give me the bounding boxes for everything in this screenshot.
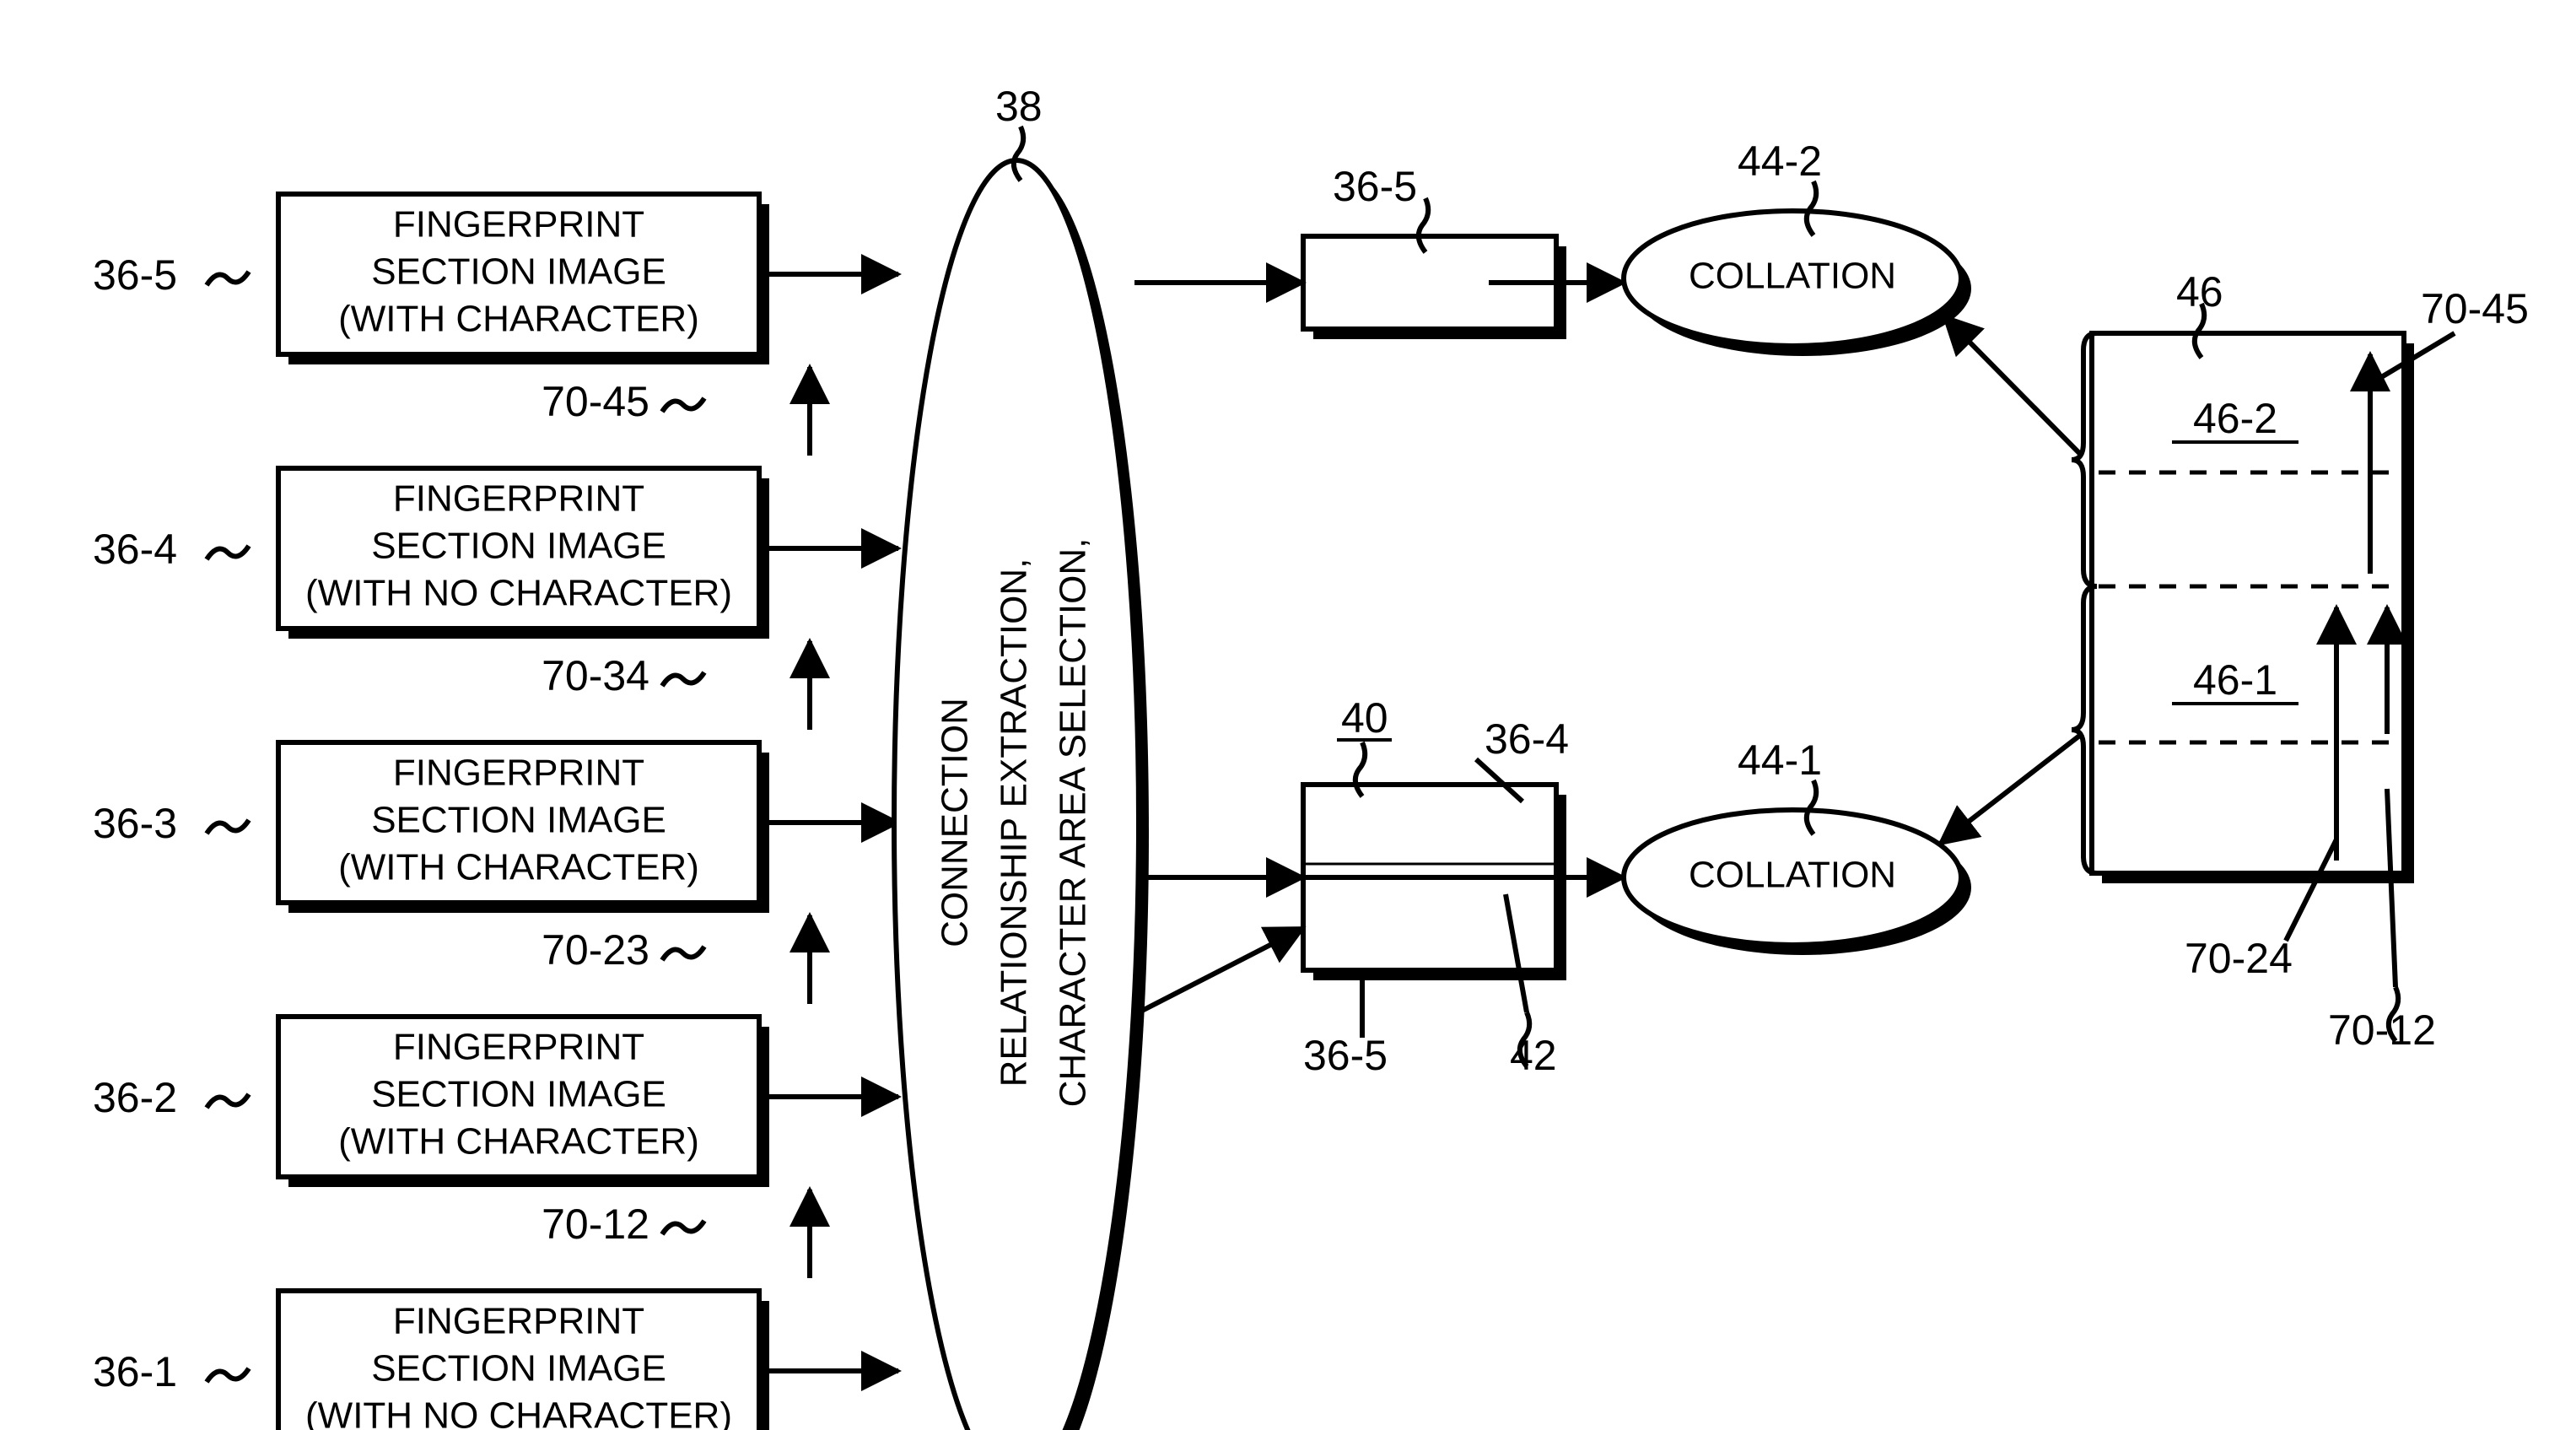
box-text: FINGERPRINT <box>393 204 644 246</box>
ref-label: 36-4 <box>1485 715 1569 763</box>
ref-label: 36-5 <box>93 251 177 299</box>
collation-label: COLLATION <box>1689 855 1896 896</box>
ref-label: 36-5 <box>1303 1032 1388 1079</box>
box-text: (WITH NO CHARACTER) <box>305 1395 732 1430</box>
box-text: SECTION IMAGE <box>371 800 666 841</box>
box-text: (WITH CHARACTER) <box>338 299 699 340</box>
ellipse-text: CONNECTION <box>935 698 976 947</box>
ellipse-text: RELATIONSHIP EXTRACTION, <box>994 559 1035 1087</box>
ref-label: 70-45 <box>2421 285 2529 332</box>
box-text: (WITH NO CHARACTER) <box>305 573 732 614</box>
ref-label: 46-2 <box>2193 395 2277 442</box>
ref-label: 42 <box>1510 1032 1557 1079</box>
ref-label: 46 <box>2176 268 2223 316</box>
ref-label: 46-1 <box>2193 656 2277 704</box>
ref-label: 44-1 <box>1738 737 1822 784</box>
ref-label: 38 <box>995 83 1043 130</box>
ref-label: 70-34 <box>542 652 649 699</box>
box-text: (WITH CHARACTER) <box>338 847 699 888</box>
box-text: SECTION IMAGE <box>371 1074 666 1115</box>
ref-label: 36-4 <box>93 526 177 573</box>
ref-label: 40 <box>1341 694 1388 742</box>
ref-label: 36-5 <box>1333 163 1417 210</box>
box-text: FINGERPRINT <box>393 1027 644 1068</box>
box-text: SECTION IMAGE <box>371 251 666 293</box>
box-text: FINGERPRINT <box>393 753 644 794</box>
ref-label: 44-2 <box>1738 138 1822 185</box>
box-text: SECTION IMAGE <box>371 526 666 567</box>
ref-label: 70-23 <box>542 926 649 974</box>
box-text: FINGERPRINT <box>393 478 644 520</box>
ref-label: 70-45 <box>542 378 649 425</box>
ref-label: 70-24 <box>2185 935 2293 982</box>
ref-label: 36-1 <box>93 1348 177 1395</box>
ellipse-text: CHARACTER AREA SELECTION, <box>1053 538 1094 1108</box>
box-text: (WITH CHARACTER) <box>338 1121 699 1163</box>
box-text: FINGERPRINT <box>393 1301 644 1342</box>
collation-label: COLLATION <box>1689 256 1896 297</box>
ref-label: 70-12 <box>542 1201 649 1248</box>
ref-label: 36-2 <box>93 1074 177 1121</box>
ref-label: 70-12 <box>2328 1006 2436 1054</box>
ref-label: 36-3 <box>93 800 177 847</box>
box-text: SECTION IMAGE <box>371 1348 666 1390</box>
